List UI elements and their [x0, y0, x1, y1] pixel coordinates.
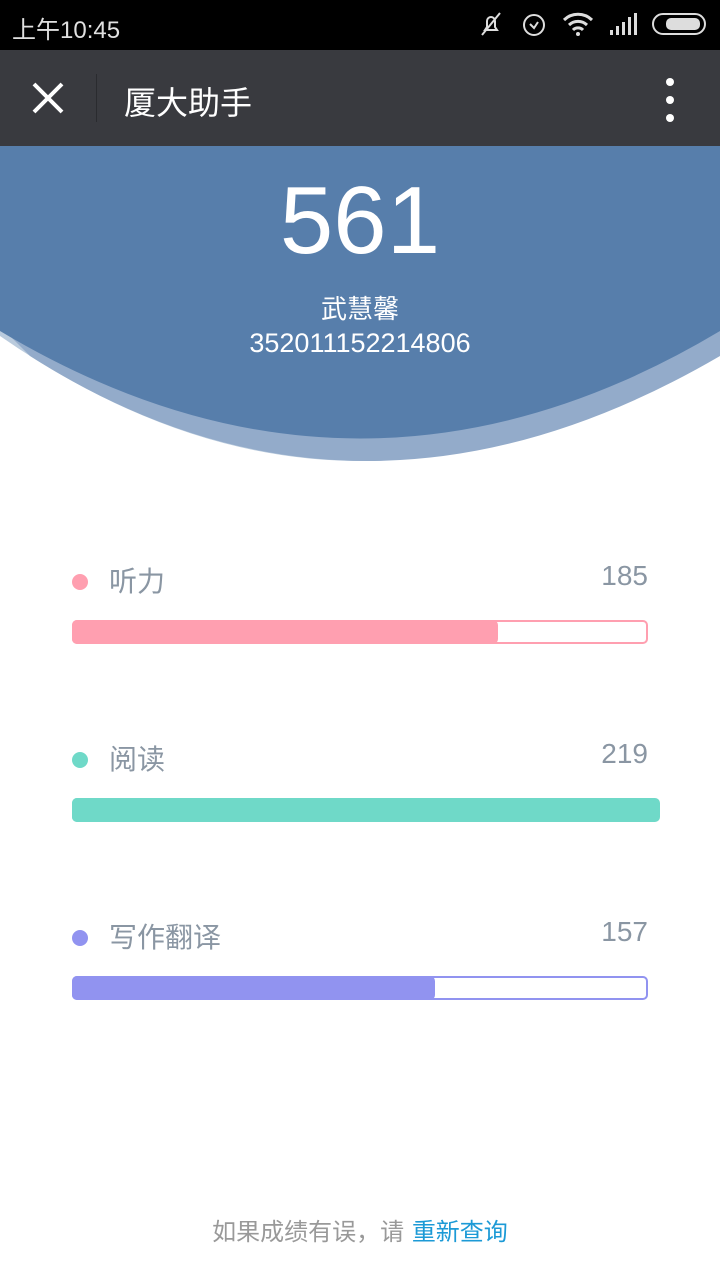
student-id: 352011152214806 [249, 328, 471, 358]
student-name: 武慧馨 [320, 295, 399, 325]
reading-dot [72, 752, 88, 768]
section-label: 听力 [109, 565, 166, 598]
listening-dot [72, 574, 88, 590]
progress-fill [72, 798, 660, 822]
signal-icon [610, 13, 637, 35]
more-vertical-icon[interactable] [660, 78, 680, 122]
nav-bar: 厦大助手 [0, 50, 720, 146]
nav-divider [96, 74, 97, 122]
section-score: 185 [601, 560, 648, 591]
progress-bar [72, 976, 648, 1000]
score-header: 561 武慧馨 352011152214806 [0, 146, 720, 466]
writing-dot [72, 930, 88, 946]
page-title: 厦大助手 [124, 84, 253, 122]
total-score: 561 [279, 167, 441, 274]
footer-text: 如果成绩有误，请 [212, 1218, 412, 1246]
progress-bar [72, 798, 660, 822]
progress-fill [72, 620, 499, 644]
section-label: 写作翻译 [109, 921, 222, 954]
close-icon[interactable] [28, 78, 68, 118]
alarm-icon [523, 14, 545, 36]
status-time: 上午10:45 [12, 17, 121, 44]
status-bar: 上午10:45 [0, 0, 720, 50]
requery-link[interactable]: 重新查询 [411, 1218, 508, 1246]
progress-fill [72, 976, 435, 1000]
battery-icon [652, 13, 706, 35]
progress-bar [72, 620, 648, 644]
wifi-icon [562, 12, 594, 36]
mute-icon [481, 12, 501, 36]
header-wave-background [0, 146, 720, 461]
section-score: 219 [601, 738, 648, 769]
footer-note: 如果成绩有误，请 重新查询 [0, 1212, 720, 1247]
section-score: 157 [601, 916, 648, 947]
section-label: 阅读 [109, 743, 166, 776]
